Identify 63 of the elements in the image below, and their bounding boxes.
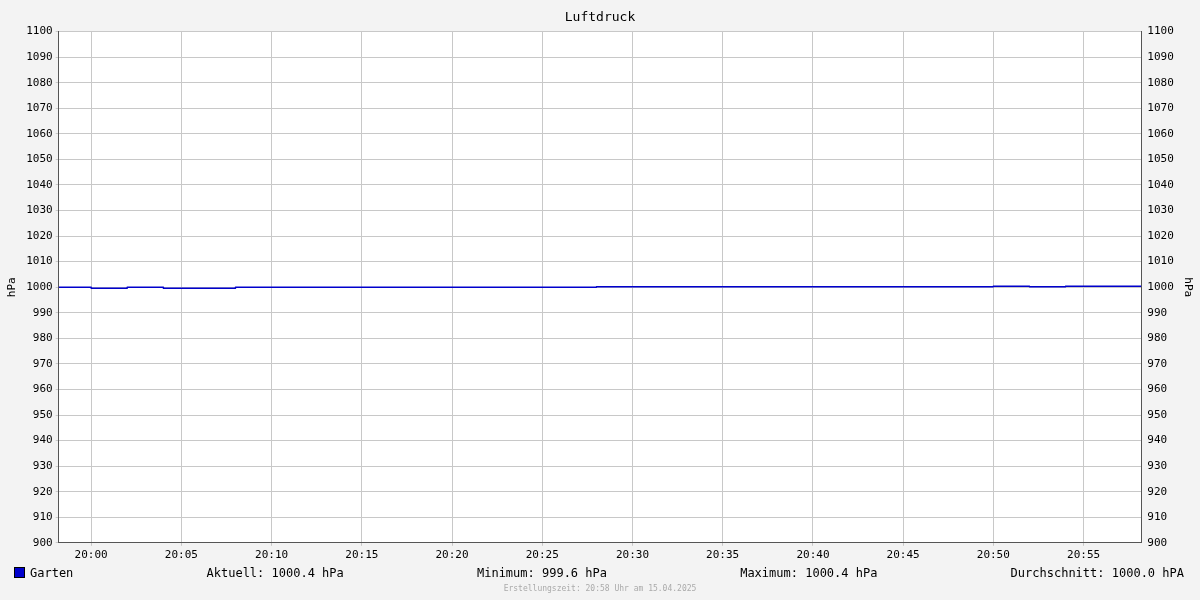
- x-tick-label: 20:00: [74, 548, 108, 562]
- x-tick-label: 20:15: [345, 548, 379, 562]
- y2-tick-label: 1070: [1147, 101, 1174, 115]
- y2-tick-label: 980: [1147, 331, 1168, 345]
- legend-label: Garten: [29, 566, 74, 580]
- y-tick-label: 1090: [26, 50, 53, 64]
- y2-tick-label: 1030: [1147, 203, 1174, 217]
- x-tick-label: 20:45: [886, 548, 920, 562]
- y2-tick-label: 960: [1147, 382, 1168, 396]
- text: Erstellungszeit: 20:58 Uhr am 15.04.2025: [503, 584, 697, 593]
- x-tick-label: 20:55: [1067, 548, 1101, 562]
- x-tick-label: 20:05: [164, 548, 198, 562]
- text: Aktuell: 1000.4 hPa: [206, 566, 344, 580]
- y2-tick-label: 1050: [1147, 152, 1174, 166]
- y2-axis-title: hPa: [1181, 277, 1195, 298]
- y-tick-label: 930: [32, 458, 53, 472]
- y2-tick-label: 1080: [1147, 75, 1174, 89]
- y2-tick-label: 1000: [1147, 280, 1174, 294]
- x-tick-label: 20:25: [525, 548, 559, 562]
- y-tick-label: 1100: [26, 24, 53, 38]
- y2-tick-label: 910: [1147, 510, 1168, 524]
- y-tick-label: 1070: [26, 101, 53, 115]
- x-tick-label: 20:30: [615, 548, 650, 562]
- y-tick-label: 980: [32, 331, 53, 345]
- y2-tick-label: 1010: [1147, 254, 1174, 268]
- chart-title: Luftdruck: [564, 9, 636, 25]
- y-tick-label: 1010: [26, 254, 53, 268]
- y-tick-label: 1050: [26, 152, 53, 166]
- y2-tick-label: 990: [1147, 305, 1168, 319]
- y2-tick-label: 950: [1147, 407, 1168, 421]
- y2-tick-label: 1020: [1147, 228, 1174, 242]
- y2-tick-label: 1090: [1147, 50, 1174, 64]
- y-tick-label: 900: [32, 535, 53, 549]
- y2-tick-label: 920: [1147, 484, 1168, 498]
- y-tick-label: 920: [32, 484, 53, 498]
- text: Minimum: 999.6 hPa: [476, 566, 607, 580]
- y2-tick-label: 1040: [1147, 177, 1174, 191]
- y2-tick-label: 1100: [1147, 24, 1174, 38]
- y-tick-label: 970: [32, 356, 53, 370]
- y2-tick-label: 930: [1147, 458, 1168, 472]
- y-tick-label: 1080: [26, 75, 53, 89]
- text: Maximum: 1000.4 hPa: [740, 566, 878, 580]
- x-tick-label: 20:35: [706, 548, 740, 562]
- x-tick-label: 20:10: [255, 548, 289, 562]
- y-tick-label: 1040: [26, 177, 53, 191]
- y-axis-title: hPa: [5, 277, 19, 298]
- y-tick-label: 990: [32, 305, 53, 319]
- y-tick-label: 1060: [26, 126, 53, 140]
- y2-tick-label: 1060: [1147, 126, 1174, 140]
- x-tick-label: 20:50: [976, 548, 1010, 562]
- y-tick-label: 1000: [26, 280, 53, 294]
- text: Durchschnitt: 1000.0 hPA: [1010, 566, 1184, 580]
- y-tick-label: 1020: [26, 228, 53, 242]
- y2-tick-label: 940: [1147, 433, 1168, 447]
- y-tick-label: 1030: [26, 203, 53, 217]
- x-tick-label: 20:20: [435, 548, 469, 562]
- y-tick-label: 960: [32, 382, 53, 396]
- x-tick-label: 20:40: [796, 548, 830, 562]
- y2-tick-label: 970: [1147, 356, 1168, 370]
- y2-tick-label: 900: [1147, 535, 1168, 549]
- y-tick-label: 940: [32, 433, 53, 447]
- y-tick-label: 910: [32, 510, 53, 524]
- y-tick-label: 950: [32, 407, 53, 421]
